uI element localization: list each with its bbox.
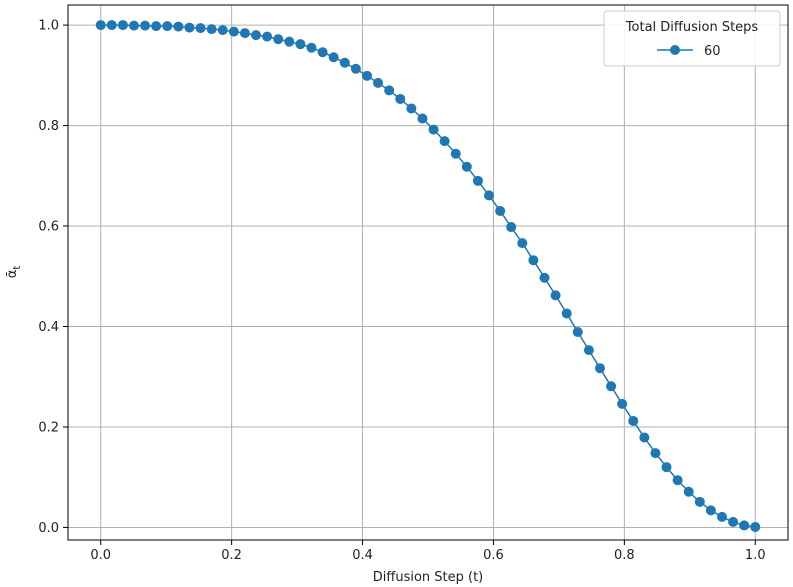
- data-point: [251, 30, 262, 41]
- data-point: [362, 70, 372, 81]
- data-point: [106, 20, 117, 31]
- y-axis-label-main: ᾱ: [5, 270, 20, 279]
- data-point: [217, 25, 228, 36]
- y-tick-label: 0.0: [38, 521, 59, 536]
- y-tick-label: 0.4: [38, 320, 59, 335]
- legend-title: Total Diffusion Steps: [625, 20, 759, 35]
- data-point: [284, 36, 295, 47]
- data-point: [583, 345, 594, 356]
- legend-series-label: 60: [704, 44, 721, 59]
- data-point: [428, 124, 439, 135]
- data-point: [528, 255, 539, 266]
- plot-area-frame: [67, 4, 789, 541]
- data-point: [472, 175, 483, 186]
- data-point: [739, 520, 750, 531]
- y-tick-label: 0.2: [38, 420, 59, 435]
- data-point: [295, 39, 306, 50]
- x-tick-label: 0.2: [221, 548, 242, 563]
- data-point: [306, 42, 317, 53]
- data-point: [328, 52, 339, 63]
- x-tick-label: 0.0: [90, 548, 111, 563]
- data-point: [184, 22, 195, 33]
- legend-frame: [603, 10, 781, 67]
- data-point: [728, 516, 739, 527]
- data-point: [672, 475, 683, 486]
- y-tick-label: 0.8: [38, 119, 59, 134]
- x-tick-label: 1.0: [745, 548, 766, 563]
- data-point: [339, 57, 350, 68]
- x-tick-label: 0.8: [614, 548, 635, 563]
- data-point: [683, 486, 694, 497]
- data-point: [506, 222, 517, 233]
- x-tick-label: 0.4: [352, 548, 373, 563]
- legend-marker-swatch: [670, 45, 680, 55]
- data-point: [539, 272, 550, 283]
- data-point: [717, 511, 728, 522]
- grid: [68, 5, 788, 540]
- data-point: [661, 462, 672, 473]
- legend: Total Diffusion Steps 60: [603, 10, 781, 67]
- data-point: [117, 20, 128, 31]
- data-point: [228, 26, 239, 37]
- data-point: [206, 24, 217, 35]
- x-axis-label: Diffusion Step (t): [373, 570, 484, 585]
- data-point: [594, 363, 605, 374]
- data-point: [639, 432, 650, 443]
- data-point: [628, 415, 639, 426]
- data-point: [239, 28, 250, 39]
- data-point: [95, 20, 106, 31]
- data-point: [550, 290, 561, 301]
- data-point: [373, 77, 384, 88]
- data-point: [694, 496, 705, 507]
- x-axis: 0.0 0.2 0.4 0.6 0.8 1.0: [90, 540, 766, 563]
- data-point: [495, 205, 506, 216]
- data-point: [606, 381, 617, 392]
- data-point: [406, 103, 417, 114]
- data-point: [650, 448, 661, 459]
- data-point: [572, 327, 583, 338]
- data-point: [750, 521, 761, 532]
- data-point: [273, 34, 284, 45]
- data-point: [195, 23, 206, 34]
- data-point: [617, 398, 628, 409]
- data-point: [484, 190, 494, 201]
- y-tick-label: 0.6: [38, 220, 59, 235]
- y-tick-label: 1.0: [38, 19, 59, 34]
- y-axis: 0.0 0.2 0.4 0.6 0.8 1.0: [38, 19, 68, 536]
- data-point: [450, 148, 461, 159]
- data-point: [140, 20, 151, 31]
- data-point: [151, 21, 162, 32]
- x-tick-label: 0.6: [483, 548, 504, 563]
- data-point: [395, 93, 406, 104]
- data-point: [705, 505, 716, 516]
- data-point: [162, 21, 173, 32]
- data-point: [517, 238, 528, 249]
- data-point: [350, 63, 361, 74]
- data-point: [417, 113, 428, 124]
- data-point: [262, 31, 273, 42]
- y-axis-label-subscript: t: [12, 266, 23, 270]
- data-point: [128, 20, 139, 31]
- data-point: [173, 21, 184, 32]
- data-point: [317, 47, 328, 58]
- data-point: [461, 161, 472, 172]
- data-point: [439, 136, 450, 147]
- plot-series: [95, 20, 761, 532]
- y-axis-label: ᾱt: [5, 266, 23, 279]
- data-point: [384, 85, 395, 96]
- data-point: [561, 308, 572, 319]
